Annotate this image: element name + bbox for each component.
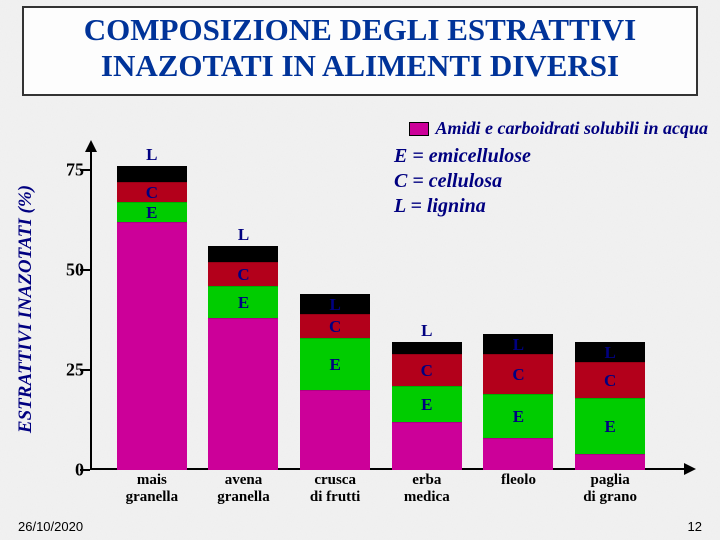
x-label: fleolo <box>478 472 558 505</box>
bar: LC E <box>575 342 645 470</box>
x-label: maisgranella <box>112 472 192 505</box>
bar-segment-label: E <box>421 395 432 415</box>
bars-area: LCELCELCELCELCELCE <box>106 150 656 470</box>
bar-segment-C: C <box>208 262 278 286</box>
y-tick-label: 25 <box>44 360 84 381</box>
bar-segment-label: L <box>329 295 340 315</box>
x-label: avenagranella <box>203 472 283 505</box>
bar-column: LCE <box>117 166 187 470</box>
bar-segment-A <box>117 222 187 470</box>
bar-segment-L: L <box>117 166 187 182</box>
stacked-bar-chart: 0255075 LCELCELCELCELCELCE maisgranellaa… <box>90 150 686 470</box>
bar-segment-label: L <box>421 321 432 341</box>
title-line1: COMPOSIZIONE DEGLI ESTRATTIVI <box>30 12 690 48</box>
footer-page: 12 <box>688 519 702 534</box>
y-axis-arrow <box>85 140 97 152</box>
bar-segment-label: C <box>604 371 616 391</box>
bar-segment-E: E <box>483 394 553 438</box>
bar-segment-E: E <box>392 386 462 422</box>
legend-amidi-text: Amidi e carboidrati solubili in acqua <box>435 118 708 139</box>
x-axis-arrow <box>684 463 696 475</box>
bar-column: LC E <box>483 334 553 470</box>
x-label: pagliadi grano <box>570 472 650 505</box>
bar-segment-label: L <box>513 335 524 355</box>
bar-segment-L: L <box>392 342 462 354</box>
bar-segment-label: E <box>604 417 615 437</box>
bar-segment-C: C <box>483 354 553 394</box>
bar-segment-label: C <box>237 265 249 285</box>
x-label: cruscadi frutti <box>295 472 375 505</box>
bar-segment-C: C <box>117 182 187 202</box>
bar-column: LCE <box>392 342 462 470</box>
bar-segment-label: C <box>421 361 433 381</box>
bar: LCE <box>117 166 187 470</box>
bar-segment-label: L <box>238 225 249 245</box>
bar-segment-label: E <box>238 293 249 313</box>
bar-segment-C: C <box>392 354 462 386</box>
bar-segment-L: L <box>483 334 553 354</box>
y-tick-label: 50 <box>44 260 84 281</box>
footer-date: 26/10/2020 <box>18 519 83 534</box>
bar-column: LC E <box>575 342 645 470</box>
y-axis <box>90 150 92 470</box>
bar-segment-label: E <box>513 407 524 427</box>
bar-column: LCE <box>300 294 370 470</box>
x-labels: maisgranella avenagranella cruscadi frutti… <box>106 472 656 505</box>
bar: LCE <box>300 294 370 470</box>
bar-segment-label: C <box>146 183 158 203</box>
legend-amidi-swatch <box>409 122 429 136</box>
bar-segment-E: E <box>575 398 645 454</box>
bar: LCE <box>392 342 462 470</box>
bar-segment-C: C <box>300 314 370 338</box>
bar-segment-L: L <box>300 294 370 314</box>
bar-segment-E: E <box>208 286 278 318</box>
title-line2: INAZOTATI IN ALIMENTI DIVERSI <box>30 48 690 84</box>
y-tick-label: 75 <box>44 160 84 181</box>
bar: LCE <box>208 246 278 470</box>
bar-segment-L: L <box>208 246 278 262</box>
bar-segment-E: E <box>117 202 187 222</box>
y-axis-label: ESTRATTIVI INAZOTATI (%) <box>15 149 37 469</box>
bar-segment-label: L <box>146 145 157 165</box>
bar: LC E <box>483 334 553 470</box>
y-tick-label: 0 <box>44 460 84 481</box>
bar-segment-label: E <box>329 355 340 375</box>
x-label: erbamedica <box>387 472 467 505</box>
bar-segment-A <box>300 390 370 470</box>
bar-segment-A <box>575 454 645 470</box>
y-axis-label-wrap: ESTRATTIVI INAZOTATI (%) <box>6 138 34 478</box>
bar-segment-label: E <box>146 203 157 223</box>
bar-segment-label: C <box>329 317 341 337</box>
bar-segment-label: C <box>512 365 524 385</box>
bar-segment-label: L <box>604 343 615 363</box>
bar-segment-A <box>392 422 462 470</box>
bar-segment-L: L <box>575 342 645 362</box>
slide-title: COMPOSIZIONE DEGLI ESTRATTIVI INAZOTATI … <box>22 6 698 96</box>
bar-segment-A <box>208 318 278 470</box>
legend-amidi: Amidi e carboidrati solubili in acqua <box>409 118 708 139</box>
bar-segment-A <box>483 438 553 470</box>
bar-segment-C: C <box>575 362 645 398</box>
bar-segment-E: E <box>300 338 370 390</box>
bar-column: LCE <box>208 246 278 470</box>
